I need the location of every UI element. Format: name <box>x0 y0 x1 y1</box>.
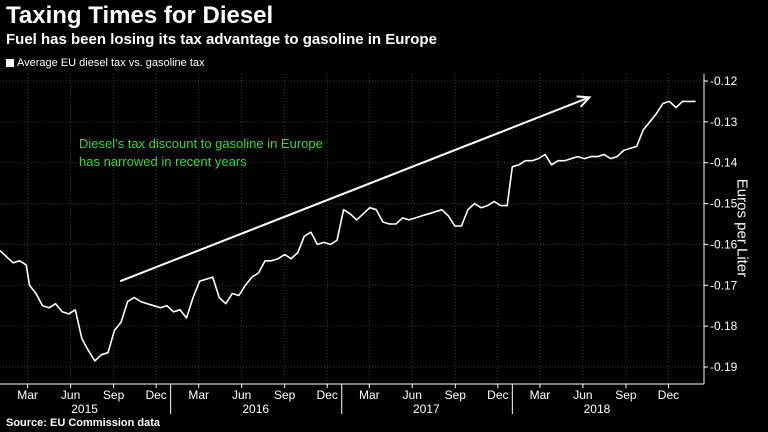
chart-title: Taxing Times for Diesel <box>6 2 274 29</box>
x-tick-label: Mar <box>359 388 380 402</box>
grid-lines <box>0 74 704 384</box>
series-line <box>0 100 696 362</box>
x-tick-label: Jun <box>403 388 422 402</box>
trend-arrow-head <box>576 95 592 108</box>
year-label: 2016 <box>242 402 269 416</box>
y-tick-label: -0.19 <box>710 360 738 374</box>
y-tick-label: -0.12 <box>710 74 738 88</box>
x-tick-label: Sep <box>103 388 125 402</box>
x-tick-label: Jun <box>232 388 251 402</box>
x-tick-label: Dec <box>317 388 338 402</box>
legend-label: Average EU diesel tax vs. gasoline tax <box>17 57 205 69</box>
x-tick-label: Mar <box>530 388 551 402</box>
x-tick-label: Jun <box>573 388 592 402</box>
source-note: Source: EU Commission data <box>6 417 161 429</box>
y-tick-label: -0.15 <box>710 197 738 211</box>
x-tick-label: Dec <box>658 388 679 402</box>
x-axis: Mar Jun Sep Dec Mar Jun Sep Dec Mar Jun Sep Dec Mar J… <box>0 383 704 416</box>
y-tick-label: -0.17 <box>710 278 738 292</box>
x-tick-label: Sep <box>445 388 467 402</box>
x-tick-label: Sep <box>615 388 637 402</box>
x-tick-label: Dec <box>487 388 508 402</box>
annotation-group: Diesel's tax discount to gasoline in Eur… <box>79 95 592 283</box>
y-tick-label: -0.13 <box>710 115 738 129</box>
y-tick-label: -0.18 <box>710 319 738 333</box>
annotation-text: Diesel's tax discount to gasoline in Eur… <box>79 136 323 151</box>
x-tick-label: Jun <box>61 388 80 402</box>
annotation-text: has narrowed in recent years <box>79 154 247 169</box>
year-label: 2015 <box>71 402 98 416</box>
series-group <box>0 100 696 362</box>
trend-arrow-line <box>119 96 590 283</box>
year-label: 2018 <box>584 402 611 416</box>
x-tick-label: Mar <box>188 388 209 402</box>
y-axis-label: Euros per Liter <box>733 178 751 278</box>
legend: Average EU diesel tax vs. gasoline tax <box>6 57 205 69</box>
y-tick-label: -0.16 <box>710 237 738 251</box>
x-tick-label: Sep <box>274 388 296 402</box>
x-tick-label: Mar <box>17 388 38 402</box>
x-tick-label: Dec <box>145 388 166 402</box>
year-label: 2017 <box>413 402 440 416</box>
y-tick-label: -0.14 <box>710 156 738 170</box>
chart-subtitle: Fuel has been losing its tax advantage t… <box>6 31 437 48</box>
legend-swatch <box>6 59 14 67</box>
y-axis: -0.12 -0.13 -0.14 -0.15 -0.16 -0.17 -0.18 -0.19 <box>703 74 738 384</box>
